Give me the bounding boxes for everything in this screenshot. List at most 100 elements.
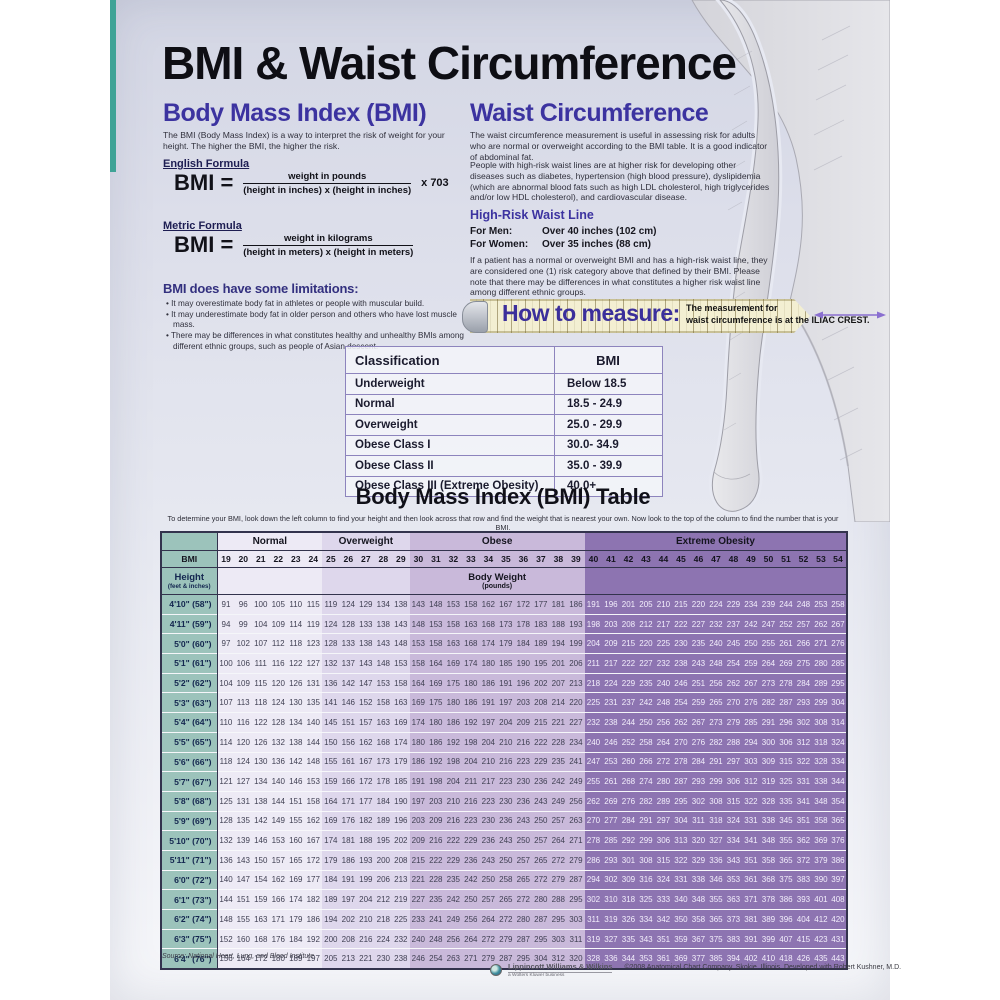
weight-cell: 302	[602, 869, 620, 890]
weight-cell: 325	[777, 771, 795, 792]
limitation-item: It may overestimate body fat in athletes…	[171, 299, 473, 310]
weight-cell: 204	[497, 712, 515, 733]
weight-cell: 243	[532, 790, 550, 812]
weight-cell: 238	[392, 948, 410, 970]
weight-cell: 158	[409, 653, 428, 674]
weight-cell: 138	[357, 633, 375, 654]
weight-cell: 166	[269, 889, 287, 910]
weight-cell: 221	[549, 712, 568, 733]
weight-cell: 318	[619, 889, 638, 910]
english-formula-label: English Formula	[163, 158, 250, 170]
weight-cell: 224	[602, 672, 620, 693]
weight-cell: 328	[759, 790, 778, 812]
weight-cell: 252	[619, 731, 638, 752]
bmi-value-cell: 21	[252, 550, 270, 568]
bmi-value-cell: 30	[409, 550, 428, 568]
weight-cell: 299	[707, 771, 725, 792]
weight-cell: 344	[619, 948, 638, 970]
weight-cell: 264	[479, 909, 498, 930]
weight-cell: 211	[584, 653, 603, 674]
weight-cell: 373	[724, 909, 743, 930]
weight-cell: 107	[252, 633, 270, 654]
weight-cell: 143	[409, 594, 428, 615]
tape-measure-graphic	[470, 299, 810, 333]
weight-cell: 122	[252, 712, 270, 733]
weight-cell: 228	[549, 731, 568, 752]
weight-cell: 294	[584, 869, 603, 890]
weight-cell: 256	[444, 928, 463, 949]
weight-cell: 242	[742, 613, 760, 634]
weight-cell: 243	[689, 653, 708, 674]
weight-cell: 168	[374, 731, 393, 752]
weight-cell: 389	[759, 909, 778, 930]
weight-cell: 111	[252, 653, 270, 674]
weight-cell: 197	[304, 948, 323, 970]
weight-cell: 158	[304, 790, 323, 812]
weight-cell: 220	[637, 633, 655, 654]
classification-row: Obese Class II 35.0 - 39.9	[345, 455, 663, 477]
weight-cell: 196	[514, 672, 533, 693]
weight-cell: 148	[427, 594, 445, 615]
weight-cell: 204	[357, 889, 375, 910]
weight-cell: 375	[707, 928, 725, 949]
weight-cell: 312	[794, 731, 813, 752]
weight-cell: 168	[252, 928, 270, 949]
weight-cell: 291	[759, 712, 778, 733]
bmi-value-cell: 54	[829, 550, 848, 568]
weight-cell: 128	[269, 712, 287, 733]
weight-cell: 316	[637, 869, 655, 890]
weight-cell: 134	[287, 712, 305, 733]
weight-cell: 174	[392, 731, 410, 752]
weight-cell: 135	[234, 810, 252, 831]
weight-cell: 147	[357, 672, 375, 693]
weight-cell: 163	[374, 712, 393, 733]
weight-cell: 203	[427, 790, 445, 812]
weight-cell: 273	[759, 672, 778, 693]
weight-cell: 302	[794, 712, 813, 733]
weight-cell: 355	[707, 889, 725, 910]
weight-cell: 229	[619, 672, 638, 693]
bmi-value-cell: 32	[444, 550, 463, 568]
weight-cell: 146	[252, 830, 270, 851]
note-line-2: waist circumference is at the ILIAC CRES…	[686, 315, 870, 326]
weight-cell: 253	[602, 751, 620, 772]
weight-cell: 151	[234, 889, 252, 910]
weight-cell: 199	[567, 633, 585, 654]
weight-cell: 320	[689, 830, 708, 851]
weight-cell: 320	[567, 948, 585, 970]
weight-cell: 311	[584, 909, 603, 930]
weight-cell: 152	[217, 928, 235, 949]
weight-cell: 164	[427, 653, 445, 674]
weight-cell: 348	[689, 889, 708, 910]
table-row: 5'5" (65") 114 120 126 132 138 144 150 156 162 168…	[161, 731, 848, 752]
weight-cell: 220	[689, 594, 708, 615]
weight-cell: 319	[759, 771, 778, 792]
weight-cell: 287	[777, 692, 795, 713]
weight-cell: 177	[532, 594, 550, 615]
weight-cell: 191	[339, 869, 358, 890]
weight-cell: 443	[829, 948, 848, 970]
weight-cell: 148	[409, 613, 428, 634]
weight-cell: 365	[777, 849, 795, 871]
weight-cell: 267	[689, 712, 708, 733]
weight-cell: 312	[742, 771, 760, 792]
height-cell: 5'7" (67")	[161, 771, 218, 792]
weight-cell: 216	[357, 928, 375, 949]
weight-cell: 164	[234, 948, 252, 970]
weight-cell: 174	[479, 633, 498, 654]
high-risk-heading: High-Risk Waist Line	[470, 208, 594, 222]
weight-cell: 148	[217, 909, 235, 930]
source-line: Source: National Heart, Lung, and Blood …	[162, 953, 317, 960]
weight-cell: 203	[602, 613, 620, 634]
weight-cell: 341	[742, 830, 760, 851]
table-row: 4'11" (59") 94 99 104 109 114 119 124 128 133 138 1…	[161, 613, 848, 634]
weight-cell: 210	[357, 909, 375, 930]
weight-cell: 211	[462, 771, 480, 792]
weight-cell: 295	[829, 672, 848, 693]
weight-cell: 284	[619, 810, 638, 831]
weight-cell: 265	[532, 849, 550, 871]
weight-cell: 230	[479, 810, 498, 831]
weight-cell: 157	[357, 712, 375, 733]
weight-cell: 272	[532, 869, 550, 890]
height-cell: 6'3" (75")	[161, 928, 218, 949]
